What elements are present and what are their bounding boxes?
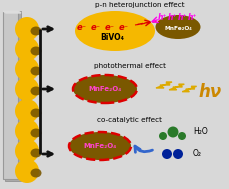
Polygon shape — [168, 84, 183, 90]
Text: h⁺: h⁺ — [157, 12, 166, 22]
Ellipse shape — [155, 15, 200, 39]
Text: BiVO₄: BiVO₄ — [100, 33, 123, 42]
Text: O₂: O₂ — [192, 149, 201, 159]
Text: h⁺: h⁺ — [177, 12, 186, 22]
Ellipse shape — [30, 149, 41, 157]
Text: H₂O: H₂O — [192, 128, 207, 136]
Circle shape — [15, 37, 39, 61]
Text: h⁺: h⁺ — [186, 12, 196, 22]
Text: e⁻: e⁻ — [91, 22, 101, 32]
Ellipse shape — [30, 108, 41, 118]
Ellipse shape — [30, 26, 41, 36]
Ellipse shape — [30, 129, 41, 138]
Circle shape — [158, 132, 166, 140]
Circle shape — [177, 132, 185, 140]
Circle shape — [15, 139, 39, 163]
Ellipse shape — [30, 67, 41, 75]
FancyBboxPatch shape — [5, 11, 21, 181]
Polygon shape — [3, 11, 21, 13]
Ellipse shape — [30, 87, 41, 95]
Text: photothermal effect: photothermal effect — [94, 63, 165, 69]
Circle shape — [15, 159, 39, 183]
Text: MnFe₂O₄: MnFe₂O₄ — [83, 143, 116, 149]
Ellipse shape — [73, 75, 136, 103]
Circle shape — [15, 57, 39, 81]
Text: e⁻: e⁻ — [105, 22, 114, 32]
Circle shape — [15, 17, 39, 41]
Circle shape — [161, 149, 171, 159]
Ellipse shape — [30, 46, 41, 56]
Polygon shape — [155, 82, 171, 88]
Circle shape — [167, 126, 178, 138]
Text: e⁻: e⁻ — [77, 22, 87, 32]
Text: MnFe₂O₄: MnFe₂O₄ — [88, 86, 121, 92]
Circle shape — [15, 77, 39, 101]
Circle shape — [15, 99, 39, 123]
Text: h⁺: h⁺ — [166, 12, 176, 22]
Ellipse shape — [69, 132, 131, 160]
Text: p-n heterojunction effect: p-n heterojunction effect — [95, 2, 184, 8]
Ellipse shape — [75, 11, 154, 51]
Circle shape — [172, 149, 182, 159]
Text: hν: hν — [197, 83, 221, 101]
Text: co-catalytic effect: co-catalytic effect — [97, 117, 162, 123]
FancyBboxPatch shape — [3, 11, 18, 179]
Text: MnFe₂O₄: MnFe₂O₄ — [164, 26, 191, 32]
Circle shape — [15, 119, 39, 143]
Ellipse shape — [30, 169, 41, 177]
Polygon shape — [181, 86, 196, 92]
Text: e⁻: e⁻ — [118, 22, 128, 32]
